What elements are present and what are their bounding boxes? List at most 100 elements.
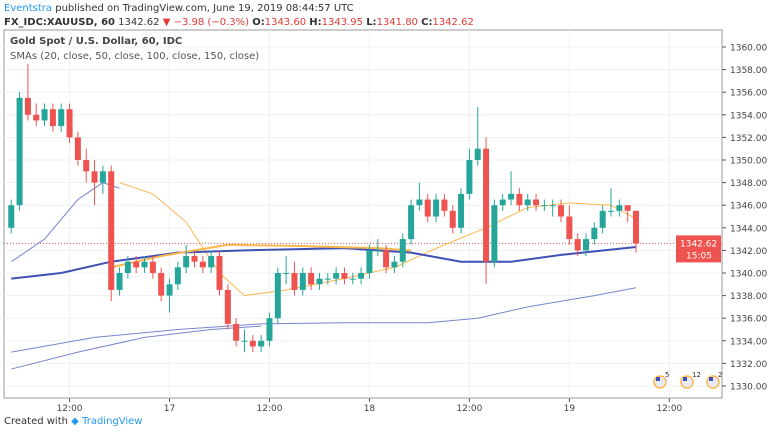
candle-body <box>516 193 523 206</box>
x-tick-label: 12:00 <box>257 404 283 414</box>
candle-body <box>441 199 448 211</box>
candle-body <box>549 205 556 207</box>
candle-body <box>333 273 340 279</box>
candle-body <box>58 109 65 127</box>
candle-body <box>291 273 298 290</box>
candle-body <box>358 273 365 279</box>
symbol: FX_IDC:XAUUSD, 60 <box>4 17 115 28</box>
candle-body <box>283 273 290 274</box>
y-tick-label: 1360.00 <box>730 44 767 54</box>
candle-body <box>74 137 81 160</box>
candle-body <box>83 160 90 172</box>
candle-body <box>308 273 315 285</box>
candle-body <box>533 199 540 206</box>
y-tick-label: 1332.00 <box>730 360 767 370</box>
candle-body <box>558 205 565 217</box>
candle-body <box>8 205 15 228</box>
y-tick-label: 1338.00 <box>730 292 767 302</box>
x-tick-label: 12:00 <box>456 404 482 414</box>
y-tick-label: 1350.00 <box>730 157 767 167</box>
candle-body <box>391 261 398 268</box>
y-tick-label: 1346.00 <box>730 202 767 212</box>
tradingview-link[interactable]: TradingView <box>82 416 143 427</box>
high-value: 1343.95 <box>321 17 363 28</box>
x-tick-label: 17 <box>164 404 175 414</box>
candle-body <box>583 239 590 251</box>
chart-legend: Gold Spot / U.S. Dollar, 60, IDC SMAs (2… <box>10 36 259 62</box>
author-link[interactable]: Eventstra <box>4 3 53 14</box>
candle-body <box>508 193 515 200</box>
y-tick-label: 1358.00 <box>730 66 767 76</box>
candle-body <box>124 261 131 273</box>
candle-body <box>424 199 431 217</box>
low-value: 1341.80 <box>376 17 418 28</box>
flag-canton <box>709 377 713 381</box>
candle-body <box>524 199 531 206</box>
candle-body <box>16 97 23 206</box>
created-with: Created with <box>4 416 68 427</box>
l-label: L: <box>366 17 377 28</box>
candle-body <box>341 273 348 279</box>
c-label: C: <box>421 17 433 28</box>
close-value: 1342.62 <box>432 17 474 28</box>
open-value: 1343.60 <box>264 17 307 28</box>
candle-body <box>299 273 306 290</box>
footer: Created with ◆ TradingView <box>4 416 142 427</box>
candle-body <box>208 256 215 268</box>
y-tick-label: 1352.00 <box>730 134 767 144</box>
candle-body <box>99 171 106 183</box>
x-tick-label: 12:00 <box>656 404 682 414</box>
candle-body <box>449 210 456 228</box>
y-tick-label: 1336.00 <box>730 315 767 325</box>
publish-text: published on TradingView.com, June 19, 2… <box>55 3 354 14</box>
candle-body <box>466 160 473 194</box>
candle-body <box>199 261 206 268</box>
candle-body <box>191 256 198 262</box>
last-price: 1342.62 <box>118 17 160 28</box>
flag-canton <box>683 377 687 381</box>
candle-body <box>408 205 415 240</box>
candle-body <box>66 109 73 138</box>
candle-body <box>591 227 598 240</box>
event-count: 12 <box>692 371 701 379</box>
candle-body <box>491 205 498 262</box>
y-tick-label: 1356.00 <box>730 89 767 99</box>
x-tick-label: 18 <box>364 404 376 414</box>
legend-indicator: SMAs (20, close, 50, close, 100, close, … <box>10 51 260 62</box>
candle-body <box>566 216 573 240</box>
h-label: H: <box>309 17 322 28</box>
sma-line <box>10 182 120 263</box>
candle-body <box>474 148 481 160</box>
candle-body <box>374 250 381 252</box>
plot-frame <box>3 29 723 399</box>
y-tick-label: 1354.00 <box>730 111 767 121</box>
candle-body <box>258 340 265 347</box>
candle-body <box>616 205 623 211</box>
candle-body <box>183 256 190 268</box>
sma-line <box>11 287 637 353</box>
y-tick-label: 1334.00 <box>730 337 767 347</box>
sma-line <box>11 325 262 370</box>
candle-body <box>224 289 231 324</box>
candle-body <box>233 323 240 341</box>
price-label: 1342.62 <box>680 239 717 249</box>
candle-body <box>133 261 140 268</box>
countdown-label: 15:05 <box>686 251 712 261</box>
o-label: O: <box>252 17 265 28</box>
candle-body <box>399 239 406 262</box>
candle-body <box>633 210 639 244</box>
candle-body <box>149 261 156 273</box>
y-tick-label: 1342.00 <box>730 247 767 257</box>
candle-body <box>266 318 273 341</box>
legend-title: Gold Spot / U.S. Dollar, 60, IDC <box>10 36 183 47</box>
candle-body <box>24 97 31 115</box>
candle-body <box>108 171 115 290</box>
candle-body <box>274 273 281 319</box>
candle-body <box>599 210 606 228</box>
candle-body <box>349 278 356 280</box>
candle-body <box>324 278 331 280</box>
candle-body <box>249 340 256 347</box>
candle-body <box>624 205 631 211</box>
flag-canton <box>656 377 660 381</box>
